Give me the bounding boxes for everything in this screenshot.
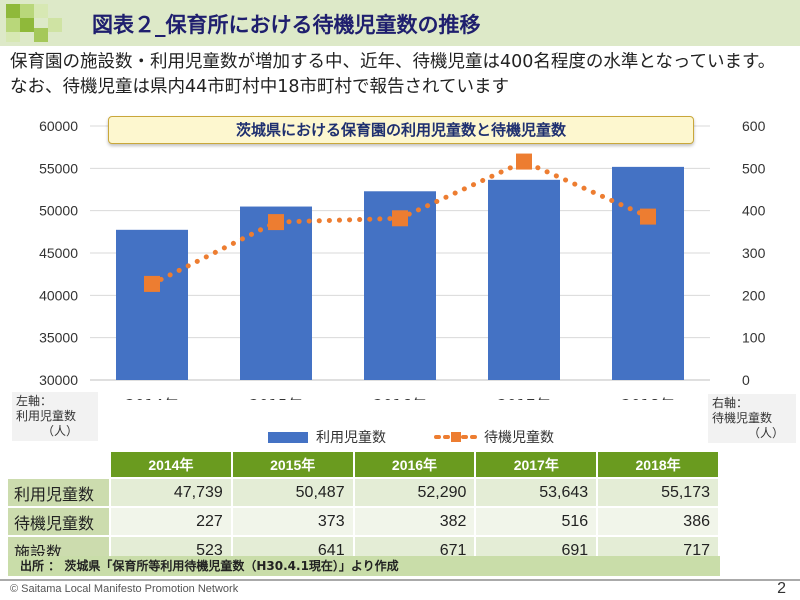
left-axis-note-line: （人） [42,424,79,438]
bar [612,166,684,380]
table-header-cell: 2016年 [353,452,477,478]
legend-bar-swatch [268,431,308,443]
legend-line-swatch [434,432,480,442]
table-header-row: 2014年 2015年 2016年 2017年 2018年 [8,452,720,478]
right-tick-label: 600 [742,118,766,134]
legend-item-bar: 利用児童数 [268,427,386,447]
combo-chart: 30000 35000 40000 45000 50000 55000 60000 0 100 2… [39,118,766,400]
table-cell: 53,643 [475,477,599,507]
footer-divider [0,579,800,581]
page-subtitle: 保育園の施設数・利用児童数が増加する中、近年、待機児童は400名程度の水準となっ… [10,52,776,97]
left-tick-label: 30000 [39,372,78,388]
line-point-marker [516,153,532,170]
row-label: 利用児童数 [8,477,111,507]
right-axis-note: 右軸： 待機児童数 （人） [708,394,796,443]
logo-icon [6,4,74,42]
table-row: 待機児童数 227 373 382 516 386 [8,506,720,536]
legend-label: 利用児童数 [316,430,386,446]
left-axis-note-line: 左軸： [16,394,53,408]
category-label: 2015年 [249,396,302,400]
left-tick-label: 45000 [39,245,78,261]
legend-item-line: 待機児童数 [434,427,554,447]
table-header-cell [8,452,111,478]
right-axis-note-line: 待機児童数 [712,411,773,425]
right-tick-label: 400 [742,203,766,219]
legend-label: 待機児童数 [484,430,554,446]
right-tick-label: 200 [742,287,766,303]
right-axis-note-line: 右軸： [712,396,749,410]
line-point-marker [268,214,284,231]
left-tick-label: 40000 [39,287,78,303]
table-cell: 516 [475,506,599,536]
right-tick-label: 300 [742,245,766,261]
category-label: 2016年 [373,396,426,400]
line-point-marker [144,275,160,292]
chart-legend: 利用児童数 待機児童数 [0,427,800,447]
left-axis-note-line: 利用児童数 [16,409,77,423]
table-row: 利用児童数 47,739 50,487 52,290 53,643 55,173 [8,477,720,507]
table-header-cell: 2015年 [231,452,355,478]
table-cell: 227 [110,506,233,536]
bar [488,179,560,380]
left-tick-label: 35000 [39,330,78,346]
page-title: 図表２_保育所における待機児童数の推移 [92,13,481,37]
table-cell: 382 [353,506,477,536]
table-header-cell: 2018年 [597,452,720,478]
right-axis-note-line: （人） [748,426,785,440]
table-cell: 55,173 [597,477,720,507]
table-cell: 47,739 [110,477,233,507]
line-point-marker [640,208,656,225]
line-point-marker [392,210,408,227]
category-label: 2018年 [621,396,674,400]
left-tick-label: 60000 [39,118,78,134]
row-label: 待機児童数 [8,506,111,536]
left-tick-label: 50000 [39,203,78,219]
footer-copyright: © Saitama Local Manifesto Promotion Netw… [10,583,239,595]
right-tick-label: 500 [742,160,766,176]
category-label: 2017年 [497,396,550,400]
right-tick-label: 100 [742,330,766,346]
chart-title: 茨城県における保育園の利用児童数と待機児童数 [108,116,694,144]
table-header-cell: 2017年 [475,452,599,478]
table-cell: 50,487 [231,477,355,507]
page-number: 2 [777,580,786,597]
source-note: 出所 ： 茨城県「保育所等利用待機児童数（H30.4.1現在）」より作成 [8,556,720,576]
left-axis-note: 左軸： 利用児童数 （人） [12,392,98,441]
right-tick-label: 0 [742,372,750,388]
table-header-cell: 2014年 [110,452,233,478]
left-tick-label: 55000 [39,160,78,176]
header-bar: 図表２_保育所における待機児童数の推移 [0,0,800,46]
bar [116,229,188,380]
table-cell: 52,290 [353,477,477,507]
table-cell: 386 [597,506,720,536]
table-cell: 373 [231,506,355,536]
category-label: 2014年 [125,396,178,400]
data-table: 2014年 2015年 2016年 2017年 2018年 利用児童数 47,7… [8,452,720,564]
